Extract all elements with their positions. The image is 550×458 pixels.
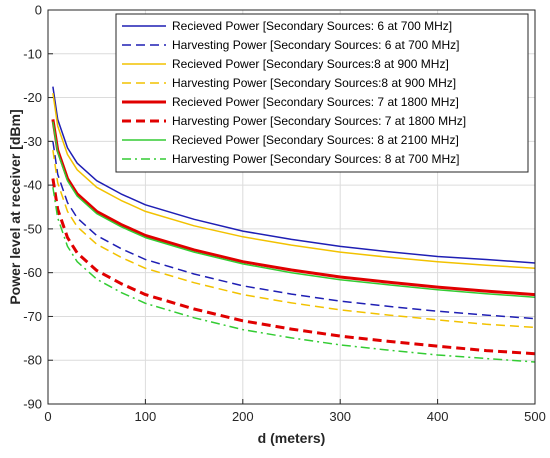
legend-label-4: Harvesting Power [Secondary Sources:8 at…: [172, 76, 456, 90]
series-line-4: [52, 149, 536, 329]
x-tick-label: 400: [427, 409, 449, 424]
series-line-5: [51, 119, 536, 297]
y-tick-label: -20: [23, 90, 42, 105]
legend-label-5: Recieved Power [Secondary Sources: 7 at …: [172, 95, 459, 109]
series-line-8: [52, 187, 536, 363]
legend-label-3: Recieved Power [Secondary Sources:8 at 9…: [172, 57, 449, 71]
x-axis-ticks: 0 100 200 300 400 500: [44, 399, 546, 424]
x-tick-label: 200: [232, 409, 254, 424]
x-axis-label: d (meters): [258, 430, 326, 446]
y-tick-label: -50: [23, 221, 42, 236]
legend-label-8: Harvesting Power [Secondary Sources: 8 a…: [172, 152, 459, 166]
y-tick-label: -80: [23, 353, 42, 368]
series-line-2: [52, 141, 536, 320]
y-tick-label: -10: [23, 46, 42, 61]
plot-frame: [47, 9, 536, 405]
y-axis-label: Power level at receiver [dBm]: [7, 109, 23, 304]
series-line-3: [52, 93, 536, 270]
y-tick-label: -40: [23, 178, 42, 193]
legend-label-7: Recieved Power [Secondary Sources: 8 at …: [172, 133, 459, 147]
series-line-1: [52, 86, 536, 264]
x-tick-label: 300: [329, 409, 351, 424]
x-tick-label: 500: [524, 409, 546, 424]
y-tick-label: -60: [23, 265, 42, 280]
series-line-7: [52, 121, 536, 298]
legend-box: [115, 13, 529, 173]
y-tick-label: -90: [23, 397, 42, 412]
legend-label-2: Harvesting Power [Secondary Sources: 6 a…: [172, 38, 459, 52]
legend-label-6: Harvesting Power [Secondary Sources: 7 a…: [172, 114, 466, 128]
y-tick-label: -30: [23, 134, 42, 149]
series-line-6: [51, 178, 536, 356]
y-tick-label: -70: [23, 309, 42, 324]
x-tick-label: 100: [135, 409, 157, 424]
x-tick-label: 0: [44, 409, 51, 424]
y-tick-label: 0: [35, 3, 42, 18]
y-axis-ticks: 0 -10 -20 -30 -40 -50 -60 -70 -80 -90: [23, 3, 53, 412]
legend: Recieved Power [Secondary Sources: 6 at …: [115, 13, 529, 173]
legend-label-1: Recieved Power [Secondary Sources: 6 at …: [172, 19, 452, 33]
series-group: [51, 86, 536, 363]
